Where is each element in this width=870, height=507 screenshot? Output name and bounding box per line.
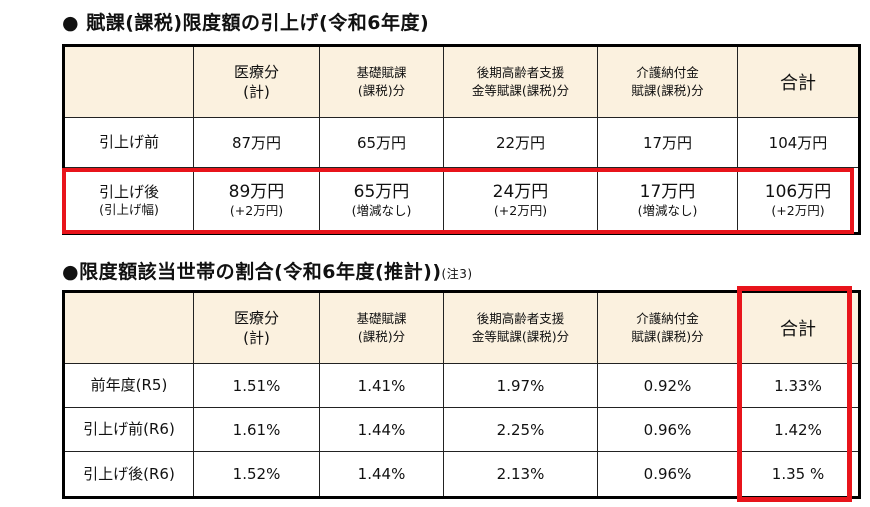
header-elderly-support: 後期高齢者支援 金等賦課(課税)分 (443, 291, 598, 364)
value-change: (+2万円) (493, 203, 548, 218)
row-label: 引上げ前(R6) (63, 407, 194, 452)
row-label: 前年度(R5) (63, 363, 194, 408)
value-cell: 0.96% (597, 407, 738, 452)
value-change: (+2万円) (229, 203, 284, 218)
row-sublabel: (引上げ幅) (99, 201, 159, 217)
section-title-household-ratio: ●限度額該当世帯の割合(令和6年度(推計))(注3) (62, 257, 473, 284)
value-cell: 1.44% (319, 451, 444, 498)
value-cell: 22万円 (443, 117, 598, 168)
header-empty-cell (63, 291, 194, 364)
header-sublabel: 金等賦課(課税)分 (471, 83, 570, 98)
header-label: 後期高齢者支援 (476, 65, 565, 80)
table-row-before: 引上げ前(R6) 1.61% 1.44% 2.25% 0.96% 1.42% (63, 407, 860, 452)
header-label: 医療分 (233, 309, 279, 327)
table-row-before: 引上げ前 87万円 65万円 22万円 17万円 104万円 (63, 117, 860, 168)
value-cell: 65万円 (増減なし) (319, 167, 444, 234)
header-sublabel: 賦課(課税)分 (631, 83, 704, 98)
value-cell: 1.52% (193, 451, 320, 498)
row-label: 引上げ前 (63, 117, 194, 168)
header-label: 後期高齢者支援 (476, 311, 565, 326)
value-cell: 17万円 (増減なし) (597, 167, 738, 234)
header-total: 合計 (737, 45, 860, 118)
value-cell: 1.41% (319, 363, 444, 408)
footnote-ref: (注3) (441, 267, 473, 281)
header-basic: 基礎賦課 (課税)分 (319, 291, 444, 364)
row-label: 引上げ後 (98, 182, 159, 201)
table-row-prev-year: 前年度(R5) 1.51% 1.41% 1.97% 0.92% 1.33% (63, 363, 860, 408)
household-ratio-table: 医療分 (計) 基礎賦課 (課税)分 後期高齢者支援 金等賦課(課税)分 介護納… (62, 290, 861, 499)
limit-increase-table: 医療分 (計) 基礎賦課 (課税)分 後期高齢者支援 金等賦課(課税)分 介護納… (62, 44, 861, 235)
header-sublabel: (計) (243, 83, 270, 101)
value-cell: 1.44% (319, 407, 444, 452)
value-change: (増減なし) (351, 203, 412, 218)
value-cell: 24万円 (+2万円) (443, 167, 598, 234)
value-cell: 0.96% (597, 451, 738, 498)
value-cell: 1.42% (737, 407, 860, 452)
value-cell: 65万円 (319, 117, 444, 168)
header-label: 医療分 (233, 63, 279, 81)
table-row-after: 引上げ後 (引上げ幅) 89万円 (+2万円) 65万円 (増減なし) 24万円… (63, 167, 860, 234)
header-empty-cell (63, 45, 194, 118)
value-cell: 2.13% (443, 451, 598, 498)
header-nursing-care: 介護納付金 賦課(課税)分 (597, 291, 738, 364)
header-label: 合計 (780, 73, 816, 94)
header-sublabel: (計) (243, 329, 270, 347)
value-main: 17万円 (639, 182, 696, 202)
value-cell: 2.25% (443, 407, 598, 452)
header-sublabel: (課税)分 (357, 329, 406, 344)
value-main: 65万円 (353, 182, 410, 202)
header-nursing-care: 介護納付金 賦課(課税)分 (597, 45, 738, 118)
value-change: (増減なし) (637, 203, 698, 218)
value-cell: 104万円 (737, 117, 860, 168)
header-sublabel: 賦課(課税)分 (631, 329, 704, 344)
value-cell: 1.33% (737, 363, 860, 408)
table-header-row: 医療分 (計) 基礎賦課 (課税)分 後期高齢者支援 金等賦課(課税)分 介護納… (63, 291, 860, 364)
value-cell: 106万円 (+2万円) (737, 167, 860, 234)
value-cell: 89万円 (+2万円) (193, 167, 320, 234)
header-sublabel: 金等賦課(課税)分 (471, 329, 570, 344)
value-main: 106万円 (764, 182, 832, 202)
header-total: 合計 (737, 291, 860, 364)
value-cell: 1.61% (193, 407, 320, 452)
table-header-row: 医療分 (計) 基礎賦課 (課税)分 後期高齢者支援 金等賦課(課税)分 介護納… (63, 45, 860, 118)
value-cell: 1.35 % (737, 451, 860, 498)
header-medical: 医療分 (計) (193, 45, 320, 118)
value-cell: 1.97% (443, 363, 598, 408)
section-title-text: ●限度額該当世帯の割合(令和6年度(推計)) (62, 261, 442, 283)
header-label: 合計 (780, 319, 816, 340)
header-label: 基礎賦課 (356, 311, 407, 326)
header-elderly-support: 後期高齢者支援 金等賦課(課税)分 (443, 45, 598, 118)
value-change: (+2万円) (771, 203, 825, 218)
header-medical: 医療分 (計) (193, 291, 320, 364)
row-label-cell: 引上げ後 (引上げ幅) (63, 167, 194, 234)
header-basic: 基礎賦課 (課税)分 (319, 45, 444, 118)
value-cell: 17万円 (597, 117, 738, 168)
value-cell: 0.92% (597, 363, 738, 408)
row-label: 引上げ後(R6) (63, 451, 194, 498)
value-cell: 1.51% (193, 363, 320, 408)
value-main: 24万円 (492, 182, 549, 202)
header-label: 基礎賦課 (356, 65, 407, 80)
table-row-after: 引上げ後(R6) 1.52% 1.44% 2.13% 0.96% 1.35 % (63, 451, 860, 498)
section-title-limit-increase: ● 賦課(課税)限度額の引上げ(令和6年度) (62, 12, 430, 34)
header-sublabel: (課税)分 (357, 83, 406, 98)
header-label: 介護納付金 (636, 65, 699, 80)
header-label: 介護納付金 (636, 311, 699, 326)
value-main: 89万円 (228, 182, 285, 202)
value-cell: 87万円 (193, 117, 320, 168)
